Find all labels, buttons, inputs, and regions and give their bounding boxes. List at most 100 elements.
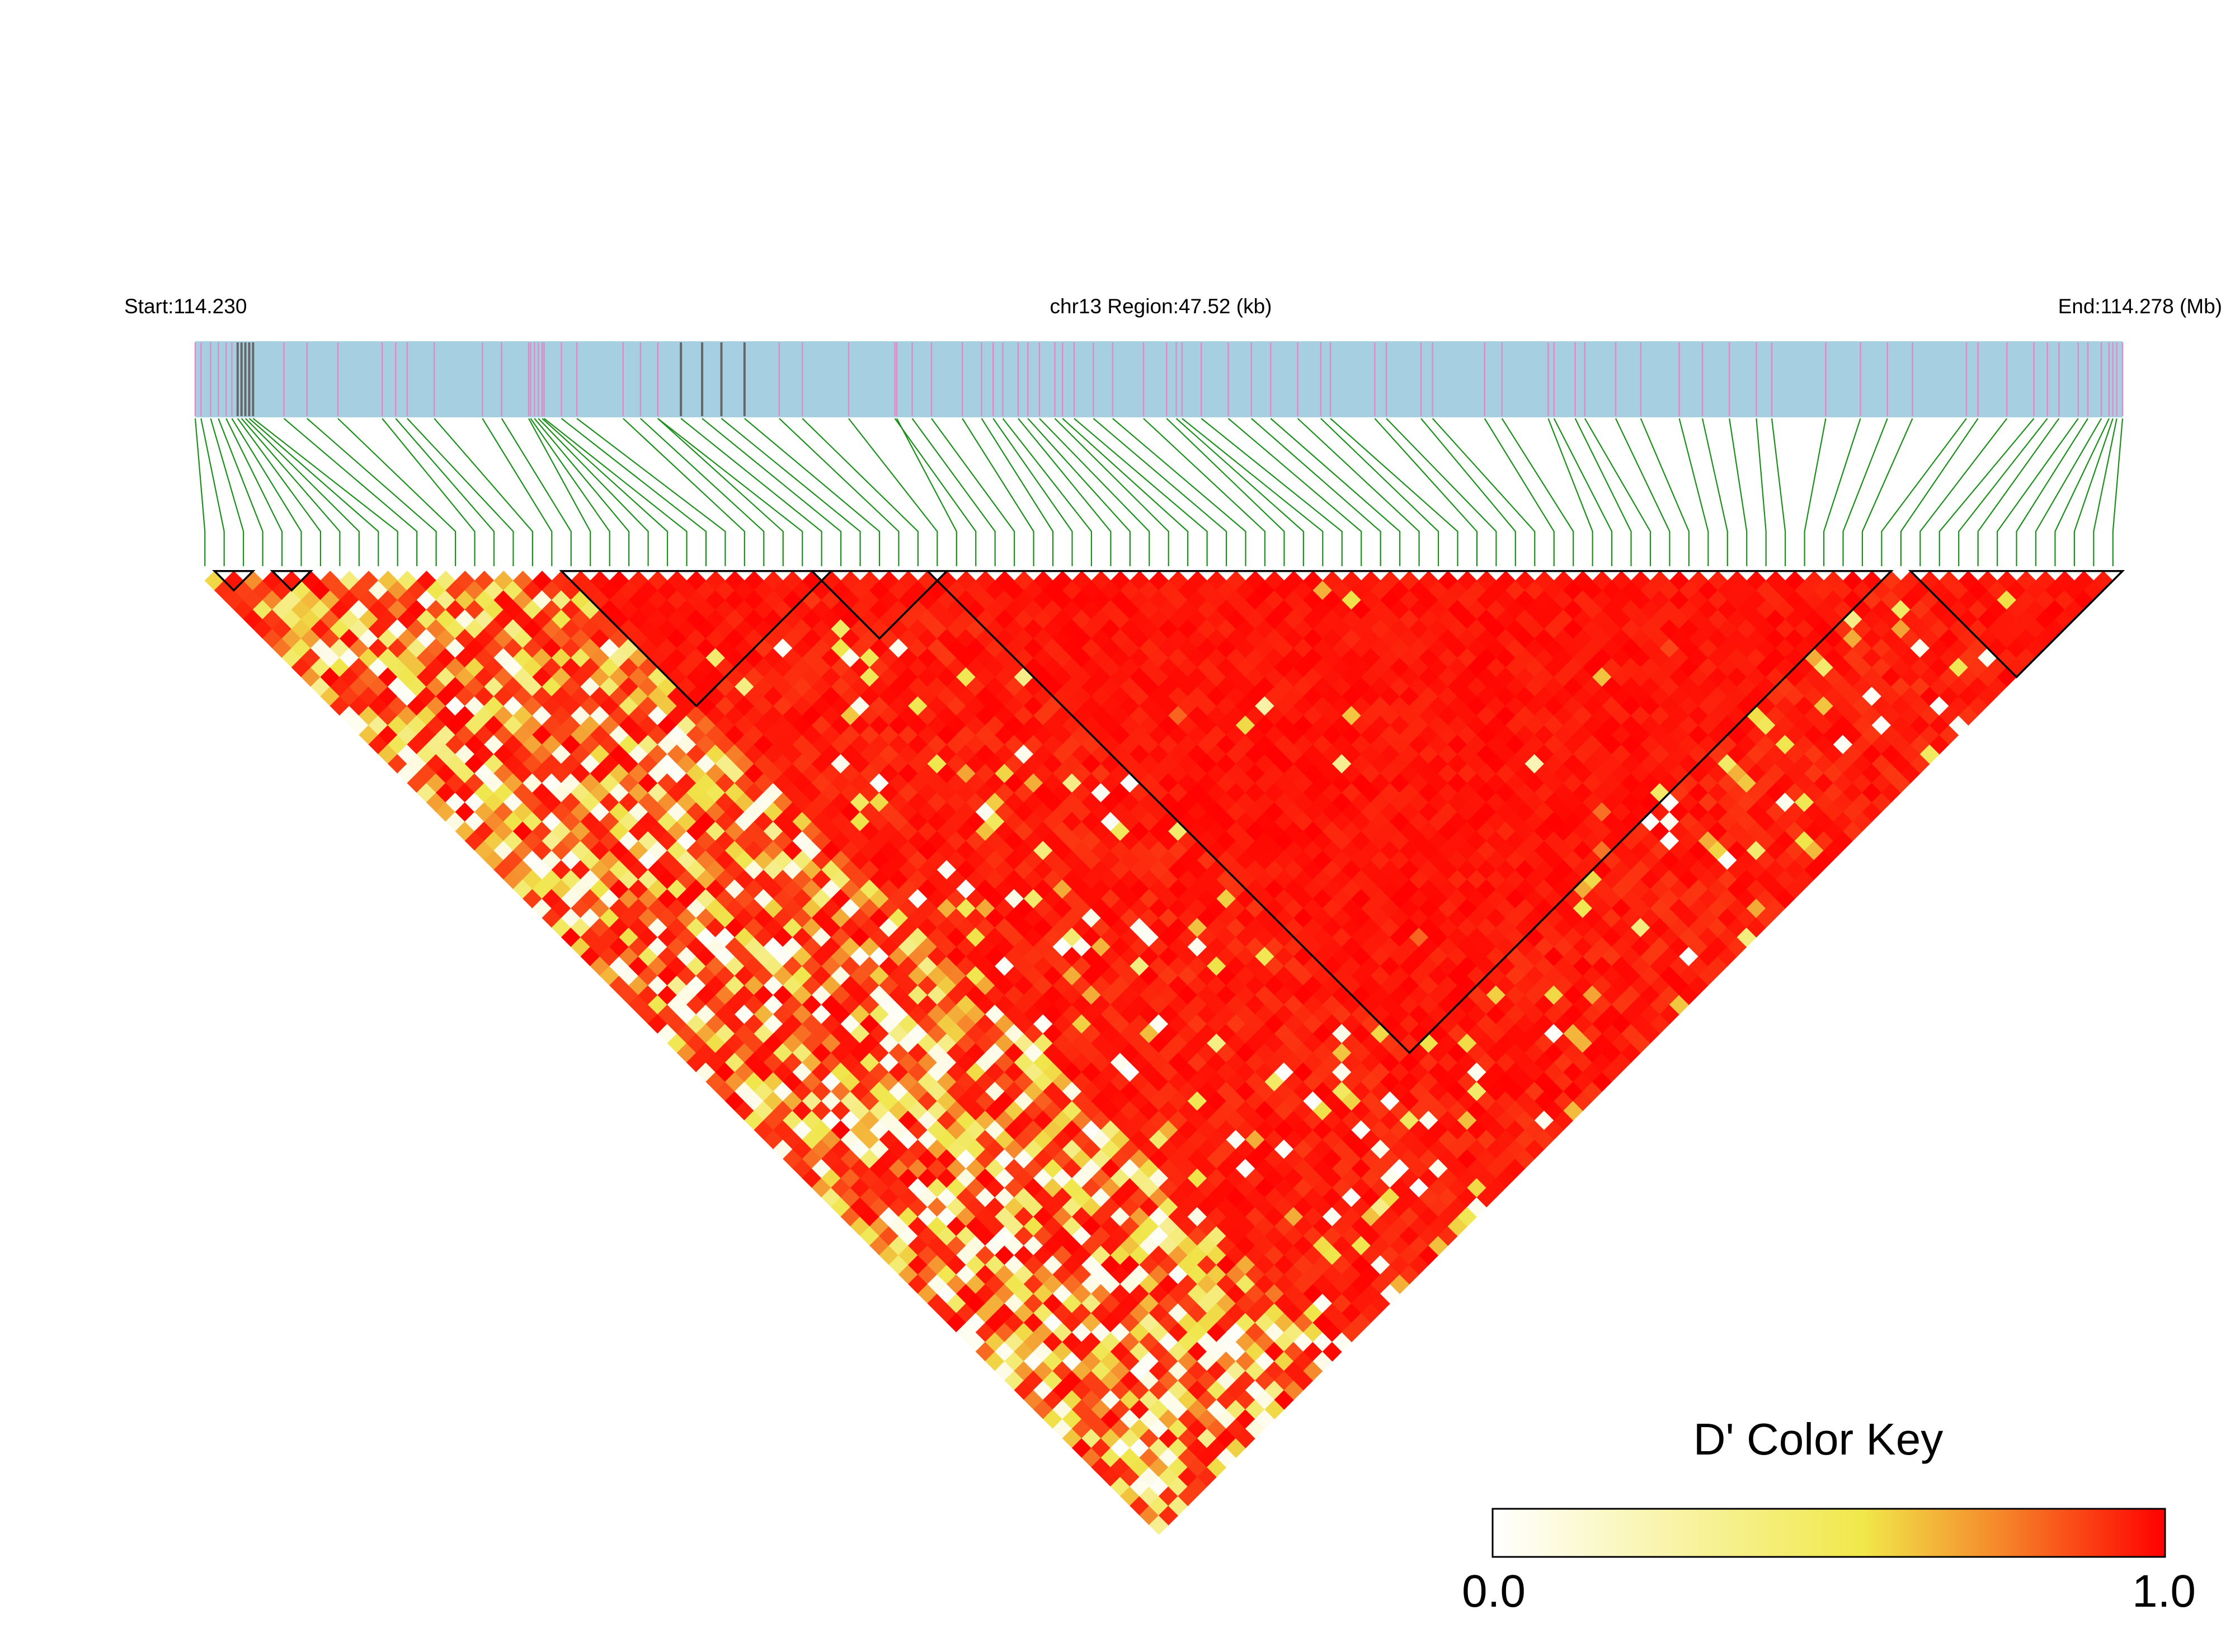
ld-cell	[1071, 956, 1092, 976]
snp-connector	[337, 418, 457, 566]
ld-cell	[1679, 985, 1699, 1005]
ld-cell	[879, 686, 900, 707]
ld-cell	[387, 676, 408, 697]
ld-cell	[1245, 898, 1265, 919]
ld-cell	[1582, 619, 1603, 639]
ld-cell	[676, 908, 697, 928]
ld-cell	[1342, 1033, 1362, 1053]
ld-cell	[1823, 667, 1844, 688]
ld-cell	[735, 831, 755, 851]
ld-cell	[724, 590, 745, 610]
ld-cell	[1679, 966, 1699, 986]
ld-cell	[638, 676, 658, 697]
ld-cell	[676, 1023, 697, 1044]
ld-cell	[1071, 1129, 1092, 1150]
ld-cell	[1534, 609, 1555, 629]
ld-cell	[1014, 802, 1034, 822]
ld-cell	[1775, 811, 1795, 832]
snp-connector	[1701, 418, 1728, 566]
ld-cell	[484, 580, 504, 601]
snp-connector	[543, 418, 688, 566]
ld-cell	[1823, 686, 1844, 707]
ld-cell	[975, 628, 996, 649]
ld-cell	[879, 917, 900, 938]
ld-cell	[1630, 628, 1651, 649]
ld-cell	[773, 1100, 793, 1121]
ld-cell	[580, 850, 601, 870]
end-label: End:114.278 (Mb)	[2058, 295, 2222, 318]
ld-cell	[493, 840, 514, 861]
ld-cell	[1534, 647, 1555, 668]
ld-cell	[1023, 831, 1044, 851]
ld-cell	[773, 1043, 793, 1063]
ld-cell	[966, 715, 986, 736]
ld-cell	[310, 676, 331, 697]
ld-cell	[1534, 975, 1555, 996]
ld-cell	[1120, 580, 1140, 601]
ld-cell	[821, 1033, 841, 1053]
ld-cell	[1862, 802, 1882, 822]
ld-cell	[975, 975, 996, 996]
ld-cell	[1428, 1197, 1448, 1217]
ld-cell	[927, 638, 948, 658]
ld-cell	[1438, 898, 1458, 919]
ld-cell	[1293, 1004, 1314, 1024]
ld-cell	[956, 1149, 976, 1169]
ld-cell	[484, 619, 504, 639]
ld-cell	[1071, 1033, 1092, 1053]
ld-cell	[1120, 811, 1140, 832]
ld-cell	[455, 783, 476, 803]
ld-cell	[1110, 571, 1131, 591]
ld-cell	[1823, 628, 1844, 649]
ld-cell	[783, 956, 803, 976]
ld-cell	[831, 638, 851, 658]
ld-cell	[1197, 811, 1217, 832]
ld-cell	[735, 754, 755, 774]
ld-cell	[1245, 1014, 1265, 1034]
ld-cell	[638, 946, 658, 967]
ld-cell	[1120, 869, 1140, 889]
ld-cell	[1110, 917, 1131, 938]
ld-cell	[628, 628, 649, 649]
ld-cell	[773, 1081, 793, 1102]
ld-cell	[272, 599, 292, 620]
ld-cell	[840, 1149, 861, 1169]
ld-cell	[1071, 821, 1092, 841]
snp-connector	[1027, 418, 1131, 566]
ld-cell	[821, 647, 841, 668]
ld-cell	[879, 571, 900, 591]
snp-connector	[210, 418, 244, 566]
ld-cell	[1197, 1197, 1217, 1217]
ld-cell	[551, 802, 572, 822]
ld-cell	[1486, 908, 1507, 928]
ld-cell	[1342, 917, 1362, 938]
ld-cell	[1534, 956, 1555, 976]
ld-cell	[927, 619, 948, 639]
ld-cell	[638, 927, 658, 948]
ld-cell	[676, 657, 697, 677]
ld-cell	[927, 1197, 948, 1217]
ld-cell	[869, 927, 890, 948]
ld-cell	[1023, 966, 1044, 986]
ld-cell	[821, 879, 841, 900]
ld-cell	[735, 792, 755, 812]
ld-cell	[1081, 1197, 1102, 1217]
ld-cell	[1293, 1081, 1314, 1102]
ld-cell	[1871, 715, 1892, 736]
ld-cell	[1342, 898, 1362, 919]
ld-cell	[1197, 580, 1217, 601]
ld-cell	[1014, 763, 1034, 784]
ld-cell	[542, 869, 562, 889]
ld-cell	[1071, 879, 1092, 900]
ld-cell	[1245, 1110, 1265, 1131]
ld-cell	[879, 1245, 900, 1265]
ld-cell	[1197, 1390, 1217, 1410]
ld-cell	[1390, 619, 1410, 639]
ld-cell	[1775, 850, 1795, 870]
start-label: Start:114.230	[124, 295, 247, 318]
ld-cell	[676, 850, 697, 870]
ld-cell	[966, 1293, 986, 1314]
ld-cell	[1149, 1052, 1169, 1073]
ld-cell	[580, 599, 601, 620]
ld-cell	[1390, 696, 1410, 716]
